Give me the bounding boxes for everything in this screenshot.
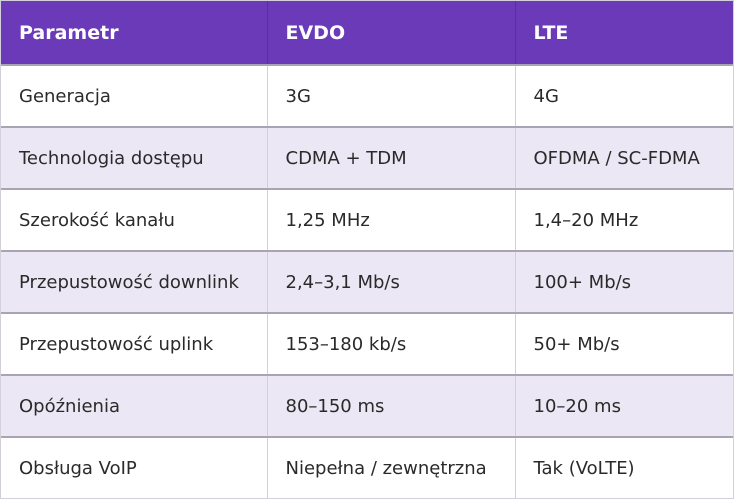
lte-value-cell: OFDMA / SC-FDMA	[515, 126, 733, 189]
row-label-cell: Obsługa VoIP	[1, 436, 268, 498]
row-label-cell: Przepustowość uplink	[1, 312, 268, 375]
table-body: Generacja 3G 4G Technologia dostępu CDMA…	[1, 64, 733, 498]
lte-value-cell: 50+ Mb/s	[515, 312, 733, 375]
lte-value-cell: 10–20 ms	[515, 374, 733, 437]
table-row: Technologia dostępu CDMA + TDM OFDMA / S…	[1, 126, 733, 189]
row-label-cell: Opóźnienia	[1, 374, 268, 437]
table-row: Generacja 3G 4G	[1, 64, 733, 127]
header-cell-evdo: EVDO	[267, 1, 516, 65]
row-label-cell: Przepustowość downlink	[1, 250, 268, 313]
table-row: Przepustowość downlink 2,4–3,1 Mb/s 100+…	[1, 250, 733, 313]
evdo-value-cell: 2,4–3,1 Mb/s	[267, 250, 516, 313]
row-label-cell: Szerokość kanału	[1, 188, 268, 251]
lte-value-cell: Tak (VoLTE)	[515, 436, 733, 498]
evdo-value-cell: Niepełna / zewnętrzna	[267, 436, 516, 498]
header-cell-parameter: Parametr	[1, 1, 268, 65]
table-header: Parametr EVDO LTE	[1, 1, 733, 65]
evdo-value-cell: 153–180 kb/s	[267, 312, 516, 375]
evdo-value-cell: CDMA + TDM	[267, 126, 516, 189]
table-row: Obsługa VoIP Niepełna / zewnętrzna Tak (…	[1, 436, 733, 498]
table-row: Przepustowość uplink 153–180 kb/s 50+ Mb…	[1, 312, 733, 375]
table-row: Szerokość kanału 1,25 MHz 1,4–20 MHz	[1, 188, 733, 251]
header-cell-lte: LTE	[515, 1, 733, 65]
evdo-value-cell: 3G	[267, 64, 516, 127]
header-row: Parametr EVDO LTE	[1, 1, 733, 65]
lte-value-cell: 4G	[515, 64, 733, 127]
table-row: Opóźnienia 80–150 ms 10–20 ms	[1, 374, 733, 437]
row-label-cell: Generacja	[1, 64, 268, 127]
evdo-value-cell: 1,25 MHz	[267, 188, 516, 251]
row-label-cell: Technologia dostępu	[1, 126, 268, 189]
lte-value-cell: 1,4–20 MHz	[515, 188, 733, 251]
evdo-value-cell: 80–150 ms	[267, 374, 516, 437]
lte-value-cell: 100+ Mb/s	[515, 250, 733, 313]
